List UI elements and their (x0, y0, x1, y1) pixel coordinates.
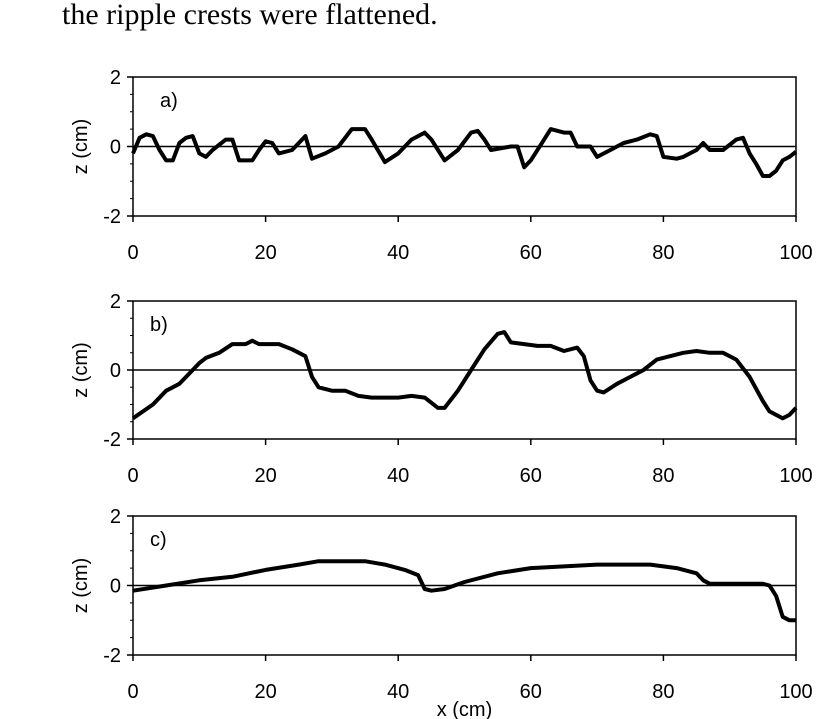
data-line (131, 127, 798, 178)
x-axis-label: x (cm) (437, 699, 493, 719)
x-tick-label: 60 (520, 465, 542, 487)
x-tick-label: 0 (127, 242, 138, 264)
caption: the ripple crests were flattened. (62, 0, 438, 31)
y-tick-label: 2 (110, 506, 121, 528)
x-tick-label: 20 (254, 242, 276, 264)
y-tick-label: -2 (103, 429, 121, 451)
x-tick-label: 80 (652, 242, 674, 264)
panel-label: b) (150, 314, 168, 336)
y-tick-label: -2 (103, 206, 121, 228)
data-line (132, 559, 796, 623)
x-tick-label: 20 (254, 681, 276, 703)
y-tick-label: -2 (103, 645, 121, 667)
x-tick-label: 80 (652, 465, 674, 487)
y-tick-label: 0 (110, 576, 121, 598)
x-tick-label: 100 (779, 465, 812, 487)
x-tick-label: 40 (387, 681, 409, 703)
y-axis-label: z (cm) (70, 119, 92, 175)
y-tick-label: 2 (110, 67, 121, 89)
y-axis-label: z (cm) (70, 342, 92, 398)
x-tick-label: 80 (652, 681, 674, 703)
y-tick-label: 0 (110, 360, 121, 382)
x-tick-label: 40 (387, 242, 409, 264)
x-tick-label: 20 (254, 465, 276, 487)
x-tick-label: 100 (779, 681, 812, 703)
x-tick-label: 60 (520, 242, 542, 264)
y-tick-label: 0 (110, 137, 121, 159)
data-line (131, 330, 798, 421)
panel-label: a) (160, 90, 178, 112)
x-tick-label: 60 (520, 681, 542, 703)
x-tick-label: 100 (779, 242, 812, 264)
x-tick-label: 0 (127, 681, 138, 703)
panel-label: c) (150, 529, 167, 551)
x-tick-label: 40 (387, 465, 409, 487)
y-axis-label: z (cm) (70, 558, 92, 614)
y-tick-label: 2 (110, 291, 121, 313)
x-tick-label: 0 (127, 465, 138, 487)
